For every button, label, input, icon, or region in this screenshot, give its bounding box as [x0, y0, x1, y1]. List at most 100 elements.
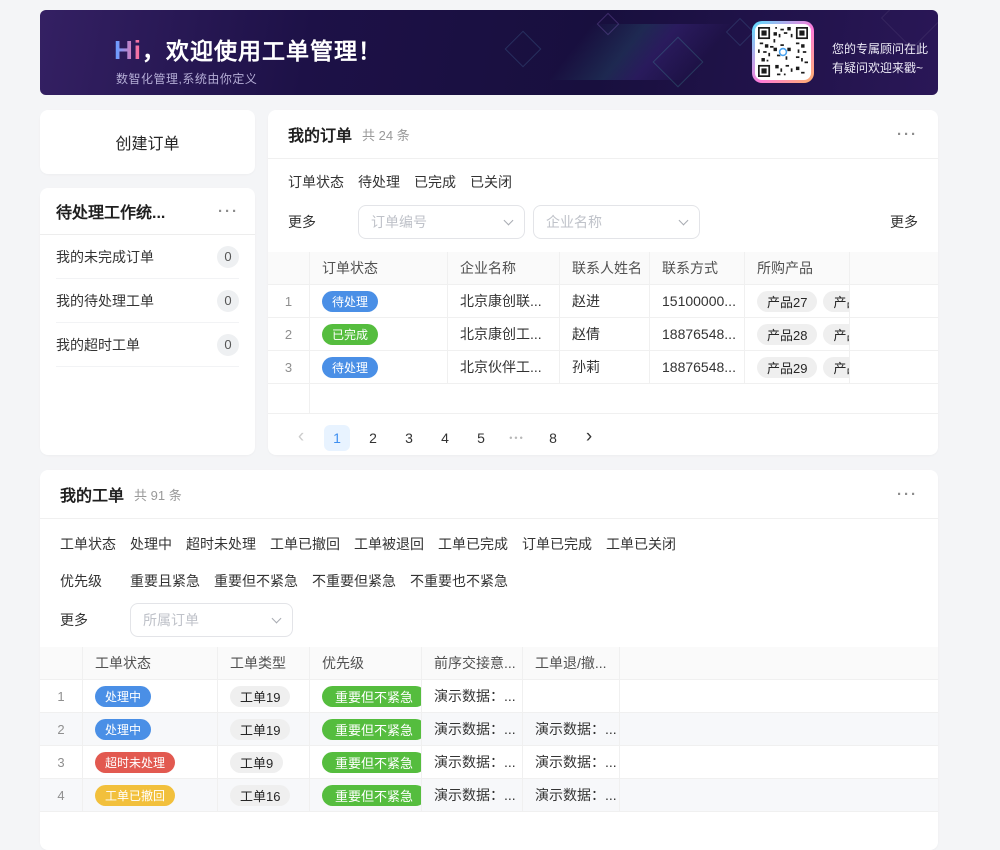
empty-cell [850, 351, 938, 383]
stat-label: 我的未完成订单 [56, 248, 154, 265]
row-index: 4 [40, 779, 83, 811]
stat-item-pending-tickets[interactable]: 我的待处理工单 0 [56, 279, 239, 323]
parent-order-select[interactable]: 所属订单 [130, 603, 293, 637]
products-header: 所购产品 [745, 252, 850, 284]
pagination-ellipsis-icon[interactable]: ••• [509, 433, 525, 443]
type-tag: 工单19 [230, 685, 291, 707]
priority-badge: 重要但不紧急 [322, 784, 421, 806]
stats-card-title: 待处理工作统... [56, 205, 166, 222]
pagination-page-1[interactable]: 1 [324, 425, 350, 451]
more-link[interactable]: 更多 [890, 214, 918, 230]
status-cell: 处理中 [83, 680, 218, 712]
status-badge: 已完成 [322, 323, 379, 345]
pagination-prev-icon[interactable]: ‹ [297, 426, 305, 447]
ticket-status-filter-label: 工单状态 [60, 536, 116, 552]
tickets-table-header: 工单状态 工单类型 优先级 前序交接意... 工单退/撤... [40, 647, 938, 680]
orders-table: 订单状态 企业名称 联系人姓名 联系方式 所购产品 1 待处理 北京康创联...… [268, 252, 938, 414]
priority-badge: 重要但不紧急 [322, 685, 421, 707]
status-cell: 处理中 [83, 713, 218, 745]
chevron-down-icon [678, 215, 689, 225]
status-cell: 待处理 [310, 351, 448, 383]
filter-option-important-not-urgent[interactable]: 重要但不紧急 [214, 573, 298, 589]
filter-option-overdue[interactable]: 超时未处理 [186, 536, 256, 552]
pagination-page-4[interactable]: 4 [441, 430, 449, 446]
filter-option-not-important-not-urgent[interactable]: 不重要也不紧急 [410, 573, 508, 589]
stat-label: 我的超时工单 [56, 336, 140, 353]
more-icon[interactable]: ··· [897, 125, 918, 143]
index-header [40, 647, 83, 679]
qr-caption-line2: 有疑问欢迎来戳~ [832, 61, 924, 75]
contact-cell: 赵倩 [560, 318, 650, 350]
filter-option-closed[interactable]: 已关闭 [470, 174, 512, 190]
order-number-placeholder: 订单编号 [371, 214, 427, 230]
status-cell: 工单已撤回 [83, 779, 218, 811]
company-name-placeholder: 企业名称 [546, 214, 602, 230]
filter-option-returned[interactable]: 工单被退回 [354, 536, 424, 552]
pagination-page-8[interactable]: 8 [549, 430, 557, 446]
status-cell: 超时未处理 [83, 746, 218, 778]
ticket-row[interactable]: 3 超时未处理 工单9 重要但不紧急 演示数据：... 演示数据：... [40, 746, 938, 779]
filter-option-ticket-done[interactable]: 工单已完成 [438, 536, 508, 552]
order-row[interactable]: 3 待处理 北京伙伴工... 孙莉 18876548... 产品29产品 [268, 351, 938, 384]
product-tag: 产品 [823, 356, 849, 378]
priority-cell: 重要但不紧急 [310, 713, 422, 745]
stat-item-overdue-tickets[interactable]: 我的超时工单 0 [56, 323, 239, 367]
filter-option-withdrawn[interactable]: 工单已撤回 [270, 536, 340, 552]
ticket-row[interactable]: 4 工单已撤回 工单16 重要但不紧急 演示数据：... 演示数据：... [40, 779, 938, 812]
handover-cell: 演示数据：... [422, 680, 523, 712]
company-name-select[interactable]: 企业名称 [533, 205, 700, 239]
contact-header: 联系人姓名 [560, 252, 650, 284]
pagination-page-2[interactable]: 2 [369, 430, 377, 446]
filter-option-order-done[interactable]: 订单已完成 [522, 536, 592, 552]
returns-cell: 演示数据：... [523, 746, 620, 778]
stat-count-badge: 0 [217, 245, 239, 268]
filter-option-pending[interactable]: 待处理 [358, 174, 400, 190]
filter-option-not-important-urgent[interactable]: 不重要但紧急 [312, 573, 396, 589]
banner-title-rest: ，欢迎使用工单管理！ [142, 38, 382, 64]
filter-option-completed[interactable]: 已完成 [414, 174, 456, 190]
my-orders-card: 我的订单 共 24 条 ··· 订单状态 待处理 已完成 已关闭 更多 订单编号… [268, 110, 938, 455]
order-row[interactable]: 1 待处理 北京康创联... 赵进 15100000... 产品27产品 [268, 285, 938, 318]
stat-label: 我的待处理工单 [56, 292, 154, 309]
row-index: 2 [268, 318, 310, 350]
product-tag: 产品29 [757, 356, 818, 378]
more-icon[interactable]: ··· [218, 202, 239, 220]
tickets-count: 共 91 条 [134, 487, 182, 503]
returns-cell: 演示数据：... [523, 713, 620, 745]
priority-cell: 重要但不紧急 [310, 680, 422, 712]
order-row[interactable]: 2 已完成 北京康创工... 赵倩 18876548... 产品28产品 [268, 318, 938, 351]
priority-filter-label: 优先级 [60, 573, 102, 589]
pagination-page-5[interactable]: 5 [477, 430, 485, 446]
ticket-row[interactable]: 2 处理中 工单19 重要但不紧急 演示数据：... 演示数据：... [40, 713, 938, 746]
status-badge: 待处理 [322, 356, 379, 378]
row-index: 1 [268, 285, 310, 317]
status-badge: 处理中 [95, 718, 152, 740]
qr-caption: 您的专属顾问在此 有疑问欢迎来戳~ [832, 40, 928, 78]
stat-item-unfinished-orders[interactable]: 我的未完成订单 0 [56, 235, 239, 279]
status-badge: 处理中 [95, 685, 152, 707]
ticket-row[interactable]: 1 处理中 工单19 重要但不紧急 演示数据：... [40, 680, 938, 713]
create-order-button[interactable]: 创建订单 [40, 110, 255, 174]
company-cell: 北京康创联... [448, 285, 560, 317]
stat-count-badge: 0 [217, 333, 239, 356]
tickets-card-title: 我的工单 [60, 488, 125, 505]
more-icon[interactable]: ··· [897, 485, 918, 503]
product-tag: 产品 [823, 323, 849, 345]
empty-cell [850, 318, 938, 350]
filter-option-important-urgent[interactable]: 重要且紧急 [130, 573, 200, 589]
orders-card-title: 我的订单 [288, 128, 353, 145]
status-badge: 超时未处理 [95, 751, 176, 773]
filter-option-ticket-closed[interactable]: 工单已关闭 [606, 536, 676, 552]
filter-option-processing[interactable]: 处理中 [130, 536, 172, 552]
qr-code [752, 21, 814, 83]
pagination-page-3[interactable]: 3 [405, 430, 413, 446]
chevron-down-icon [503, 215, 514, 225]
type-cell: 工单16 [218, 779, 310, 811]
order-number-select[interactable]: 订单编号 [358, 205, 525, 239]
product-tag: 产品27 [757, 290, 818, 312]
product-tag: 产品28 [757, 323, 818, 345]
welcome-banner: Hi，欢迎使用工单管理！ 数智化管理,系统由你定义 [40, 10, 938, 95]
pagination-next-icon[interactable]: › [585, 426, 593, 447]
status-header: 订单状态 [310, 252, 448, 284]
index-header [268, 252, 310, 284]
